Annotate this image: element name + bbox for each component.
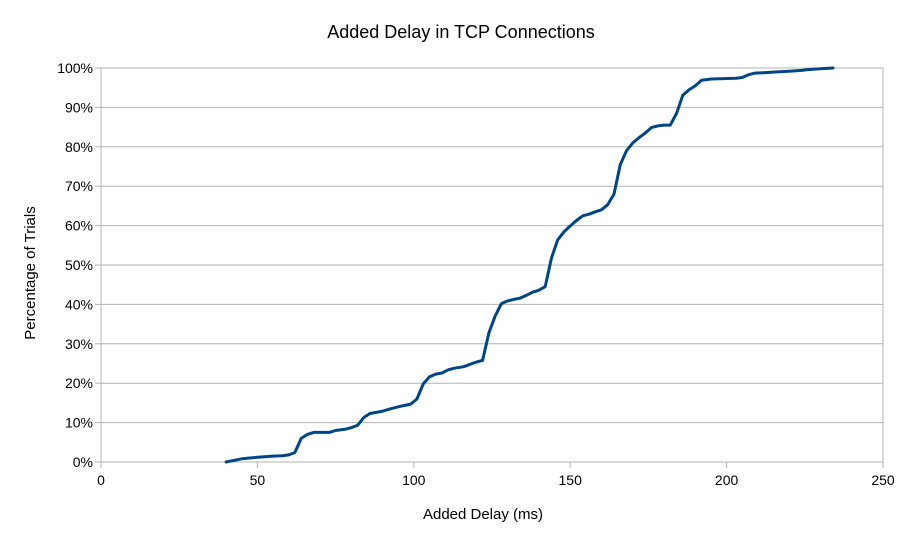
x-tick-label: 250 [871,472,895,488]
x-tick-label: 150 [559,472,583,488]
y-tick-label: 60% [65,218,93,234]
y-axis-label: Percentage of Trials [22,206,39,339]
y-tick-label: 50% [65,257,93,273]
x-tick-label: 200 [715,472,739,488]
y-tick-label: 20% [65,375,93,391]
x-tick-label: 0 [97,472,105,488]
y-tick-label: 80% [65,139,93,155]
y-tick-label: 100% [57,60,93,76]
y-tick-label: 0% [73,454,93,470]
x-axis-label: Added Delay (ms) [423,506,543,523]
y-tick-label: 90% [65,99,93,115]
y-tick-label: 10% [65,415,93,431]
x-tick-label: 100 [402,472,426,488]
chart-title: Added Delay in TCP Connections [327,22,595,42]
grid [101,67,883,463]
y-tick-label: 40% [65,296,93,312]
ticks: 0% 10% 20% 30% 40% 50% 60% 70% 80% 90% 100% 0 50 100 1… [57,60,895,488]
y-tick-label: 30% [65,336,93,352]
y-tick-label: 70% [65,178,93,194]
series-layer [224,66,835,464]
x-tick-label: 50 [250,472,266,488]
series-line [224,66,835,464]
